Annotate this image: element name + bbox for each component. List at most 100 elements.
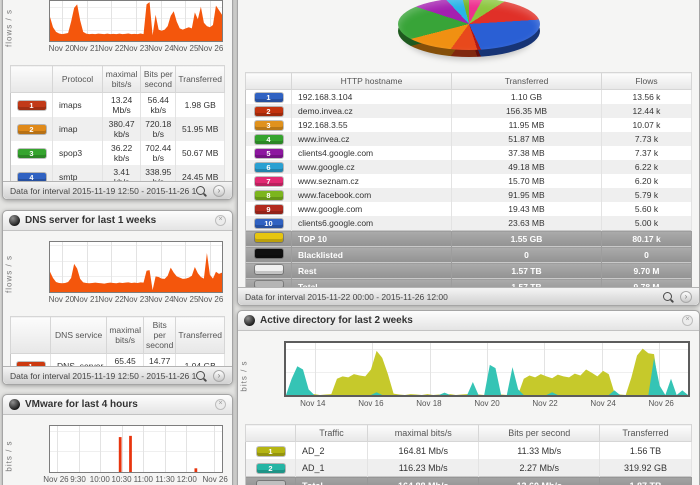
total-value: 13.60 Mb/s: [478, 476, 600, 485]
panel-header[interactable]: DNS server for last 1 weeks ×: [3, 211, 232, 231]
x-tick-label: Nov 24: [590, 399, 616, 408]
row-value: 6.22 k: [601, 160, 692, 174]
table-row[interactable]: 4 www.invea.cz 51.87 MB 7.73 k: [245, 132, 692, 146]
gridline: [121, 426, 123, 472]
chart-series-svg: [50, 2, 222, 41]
chart-plot[interactable]: 151050: [49, 241, 223, 293]
y-axis-label: bits / s: [239, 359, 249, 392]
table-row[interactable]: 1 192.168.3.104 1.10 GB 13.56 k: [245, 89, 692, 104]
row-value: 19.43 MB: [451, 202, 602, 216]
x-tick-label: 10:00: [89, 475, 110, 484]
rank-badge: 8: [254, 191, 283, 200]
magnifier-icon[interactable]: [196, 186, 205, 195]
col-header: Bits per second: [478, 424, 600, 442]
col-header: Bits per second: [140, 65, 177, 93]
col-header: Transferred: [451, 72, 602, 90]
table-row[interactable]: 8 www.facebook.com 91.95 MB 5.79 k: [245, 188, 692, 202]
y-axis-label: flows / s: [4, 254, 14, 293]
pie-slices[interactable]: [397, 0, 540, 50]
row-value: 319.92 GB: [599, 459, 693, 477]
table-row[interactable]: 2 AD_1 116.23 Mb/s 2.27 Mb/s 319.92 GB: [245, 459, 693, 477]
row-name: imaps: [52, 92, 103, 117]
x-tick-label: 10:30: [111, 475, 132, 484]
row-name: spop3: [52, 141, 103, 165]
chart-plot[interactable]: 100 k50 k0: [49, 425, 223, 473]
table-row[interactable]: 6 www.google.cz 49.18 MB 6.22 k: [245, 160, 692, 174]
total-label: Total: [295, 476, 368, 485]
table-summary-row[interactable]: TOP 10 1.55 GB 80.17 k: [245, 230, 692, 247]
rank-badge: 4: [254, 135, 283, 144]
table-row[interactable]: 1 imaps 13.24 Mb/s 56.44 kb/s 1.98 GB: [10, 92, 225, 117]
row-value: 91.95 MB: [451, 188, 602, 202]
chart-plot[interactable]: 100 M50 M0: [284, 341, 690, 397]
interval-text: Data for interval 2015-11-19 12:50 - 201…: [10, 370, 196, 381]
gridline: [185, 1, 187, 41]
table-row[interactable]: 2 demo.invea.cz 156.35 MB 12.44 k: [245, 104, 692, 118]
chart-series-svg: [118, 435, 198, 472]
ad-table: Traffic maximal bits/s Bits per second T…: [245, 424, 693, 485]
row-value: 1.56 TB: [599, 441, 693, 459]
panel-header[interactable]: Active directory for last 2 weeks ×: [238, 311, 699, 331]
table-row[interactable]: 7 www.seznam.cz 15.70 MB 6.20 k: [245, 174, 692, 188]
collapse-icon[interactable]: ×: [215, 215, 226, 226]
row-value: 2.27 Mb/s: [478, 459, 600, 477]
row-name: clients6.google.com: [291, 216, 452, 231]
table-header-row: Traffic maximal bits/s Bits per second T…: [245, 424, 693, 442]
panel-header[interactable]: VMware for last 4 hours ×: [3, 395, 232, 415]
row-value: 51.87 MB: [451, 132, 602, 146]
x-tick-label: Nov 24: [148, 295, 174, 304]
panel-active-directory: Active directory for last 2 weeks × bits…: [237, 310, 700, 485]
row-name: AD_2: [295, 441, 368, 459]
col-header: Protocol: [52, 65, 103, 93]
rank-badge: 3: [17, 149, 46, 158]
table-row[interactable]: 3 spop3 36.22 kb/s 702.44 b/s 50.67 MB: [10, 141, 225, 165]
table-row[interactable]: 1 AD_2 164.81 Mb/s 11.33 Mb/s 1.56 TB: [245, 441, 693, 459]
panel-sphere-icon: [9, 215, 20, 226]
col-header: Flows: [601, 72, 692, 90]
expand-icon[interactable]: ›: [213, 184, 225, 197]
magnifier-icon[interactable]: [663, 292, 672, 301]
collapse-icon[interactable]: ×: [215, 399, 226, 410]
gridline: [78, 426, 80, 472]
row-name: www.facebook.com: [291, 188, 452, 202]
table-summary-row[interactable]: Blacklisted 0 0: [245, 246, 692, 263]
row-name: TOP 10: [291, 230, 452, 247]
collapse-icon[interactable]: ×: [682, 315, 693, 326]
total-value: 164.88 Mb/s: [367, 476, 480, 485]
row-value: 0: [601, 246, 692, 263]
table-row[interactable]: 2 imap 380.47 kb/s 720.18 b/s 51.95 MB: [10, 117, 225, 141]
x-tick-label: Nov 20: [48, 44, 75, 53]
row-value: 10.07 k: [601, 118, 692, 132]
x-tick-label: Nov 23: [123, 295, 149, 304]
row-name: www.google.cz: [291, 160, 452, 174]
chart-series-svg: [286, 348, 688, 395]
row-value: 56.44 kb/s: [140, 92, 177, 117]
rank-badge: 1: [256, 446, 285, 456]
row-value: 15.70 MB: [451, 174, 602, 188]
row-name: 192.168.3.104: [291, 89, 452, 104]
row-value: 164.81 Mb/s: [367, 441, 480, 459]
row-value: 51.95 MB: [175, 117, 225, 141]
row-name: www.seznam.cz: [291, 174, 452, 188]
col-header: maximal bits/s: [101, 65, 142, 93]
col-header: Transferred: [175, 65, 225, 93]
x-tick-label: Nov 25: [173, 44, 199, 53]
y-axis-label: bits / s: [4, 439, 14, 472]
table-row[interactable]: 10 clients6.google.com 23.63 MB 5.00 k: [245, 216, 692, 231]
table-row[interactable]: 9 www.google.com 19.43 MB 5.60 k: [245, 202, 692, 216]
expand-icon[interactable]: ›: [213, 369, 225, 382]
chart-plot[interactable]: 1.510.50: [49, 0, 223, 42]
table-row[interactable]: 5 clients4.google.com 37.38 MB 7.37 k: [245, 146, 692, 160]
magnifier-icon[interactable]: [196, 371, 205, 380]
http-pie-chart[interactable]: [397, 0, 540, 62]
row-name: www.invea.cz: [291, 132, 452, 146]
gridline: [56, 426, 58, 472]
x-tick-label: Nov 24: [148, 44, 174, 53]
row-value: 1.10 GB: [451, 89, 602, 104]
panel-footer: Data for interval 2015-11-19 12:50 - 201…: [3, 181, 232, 199]
table-row[interactable]: 3 192.168.3.55 11.95 MB 10.07 k: [245, 118, 692, 132]
table-summary-row[interactable]: Rest 1.57 TB 9.70 M: [245, 262, 692, 279]
expand-icon[interactable]: ›: [680, 290, 692, 303]
